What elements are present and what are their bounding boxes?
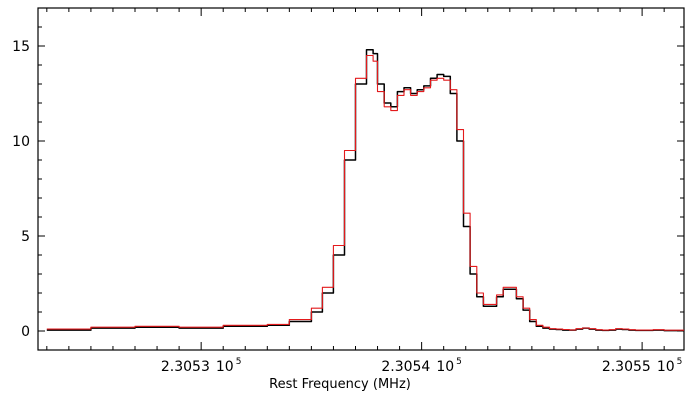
x-tick-label: 2.3053 10 5: [161, 357, 242, 375]
x-tick-mantissa: 2.3054: [381, 359, 430, 375]
x-tick-base: 10: [436, 359, 454, 375]
x-tick-base: 10: [657, 359, 675, 375]
spectrum-line-red: [46, 54, 684, 331]
x-tick-label: 2.3055 10 5: [602, 357, 683, 375]
x-axis-label: Rest Frequency (MHz): [269, 377, 411, 392]
y-tick-label: 0: [21, 324, 30, 340]
y-tick-label: 15: [12, 39, 30, 55]
spectrum-line-black: [46, 49, 684, 332]
y-tick-label: 10: [12, 134, 30, 150]
x-tick-exponent: 5: [456, 357, 462, 367]
x-tick-label: 2.3054 10 5: [381, 357, 462, 375]
plot-frame: [37, 7, 685, 351]
y-axis: 0 5 10 15: [12, 26, 684, 340]
y-tick-label: 5: [21, 229, 30, 245]
x-tick-mantissa: 2.3055: [602, 359, 651, 375]
x-axis: 2.3053 10 5 2.3054 10 5 2.3055 10 5: [46, 8, 683, 375]
x-tick-mantissa: 2.3053: [161, 359, 210, 375]
x-tick-exponent: 5: [236, 357, 242, 367]
x-tick-base: 10: [216, 359, 234, 375]
series-group: [46, 49, 684, 332]
x-tick-exponent: 5: [677, 357, 683, 367]
